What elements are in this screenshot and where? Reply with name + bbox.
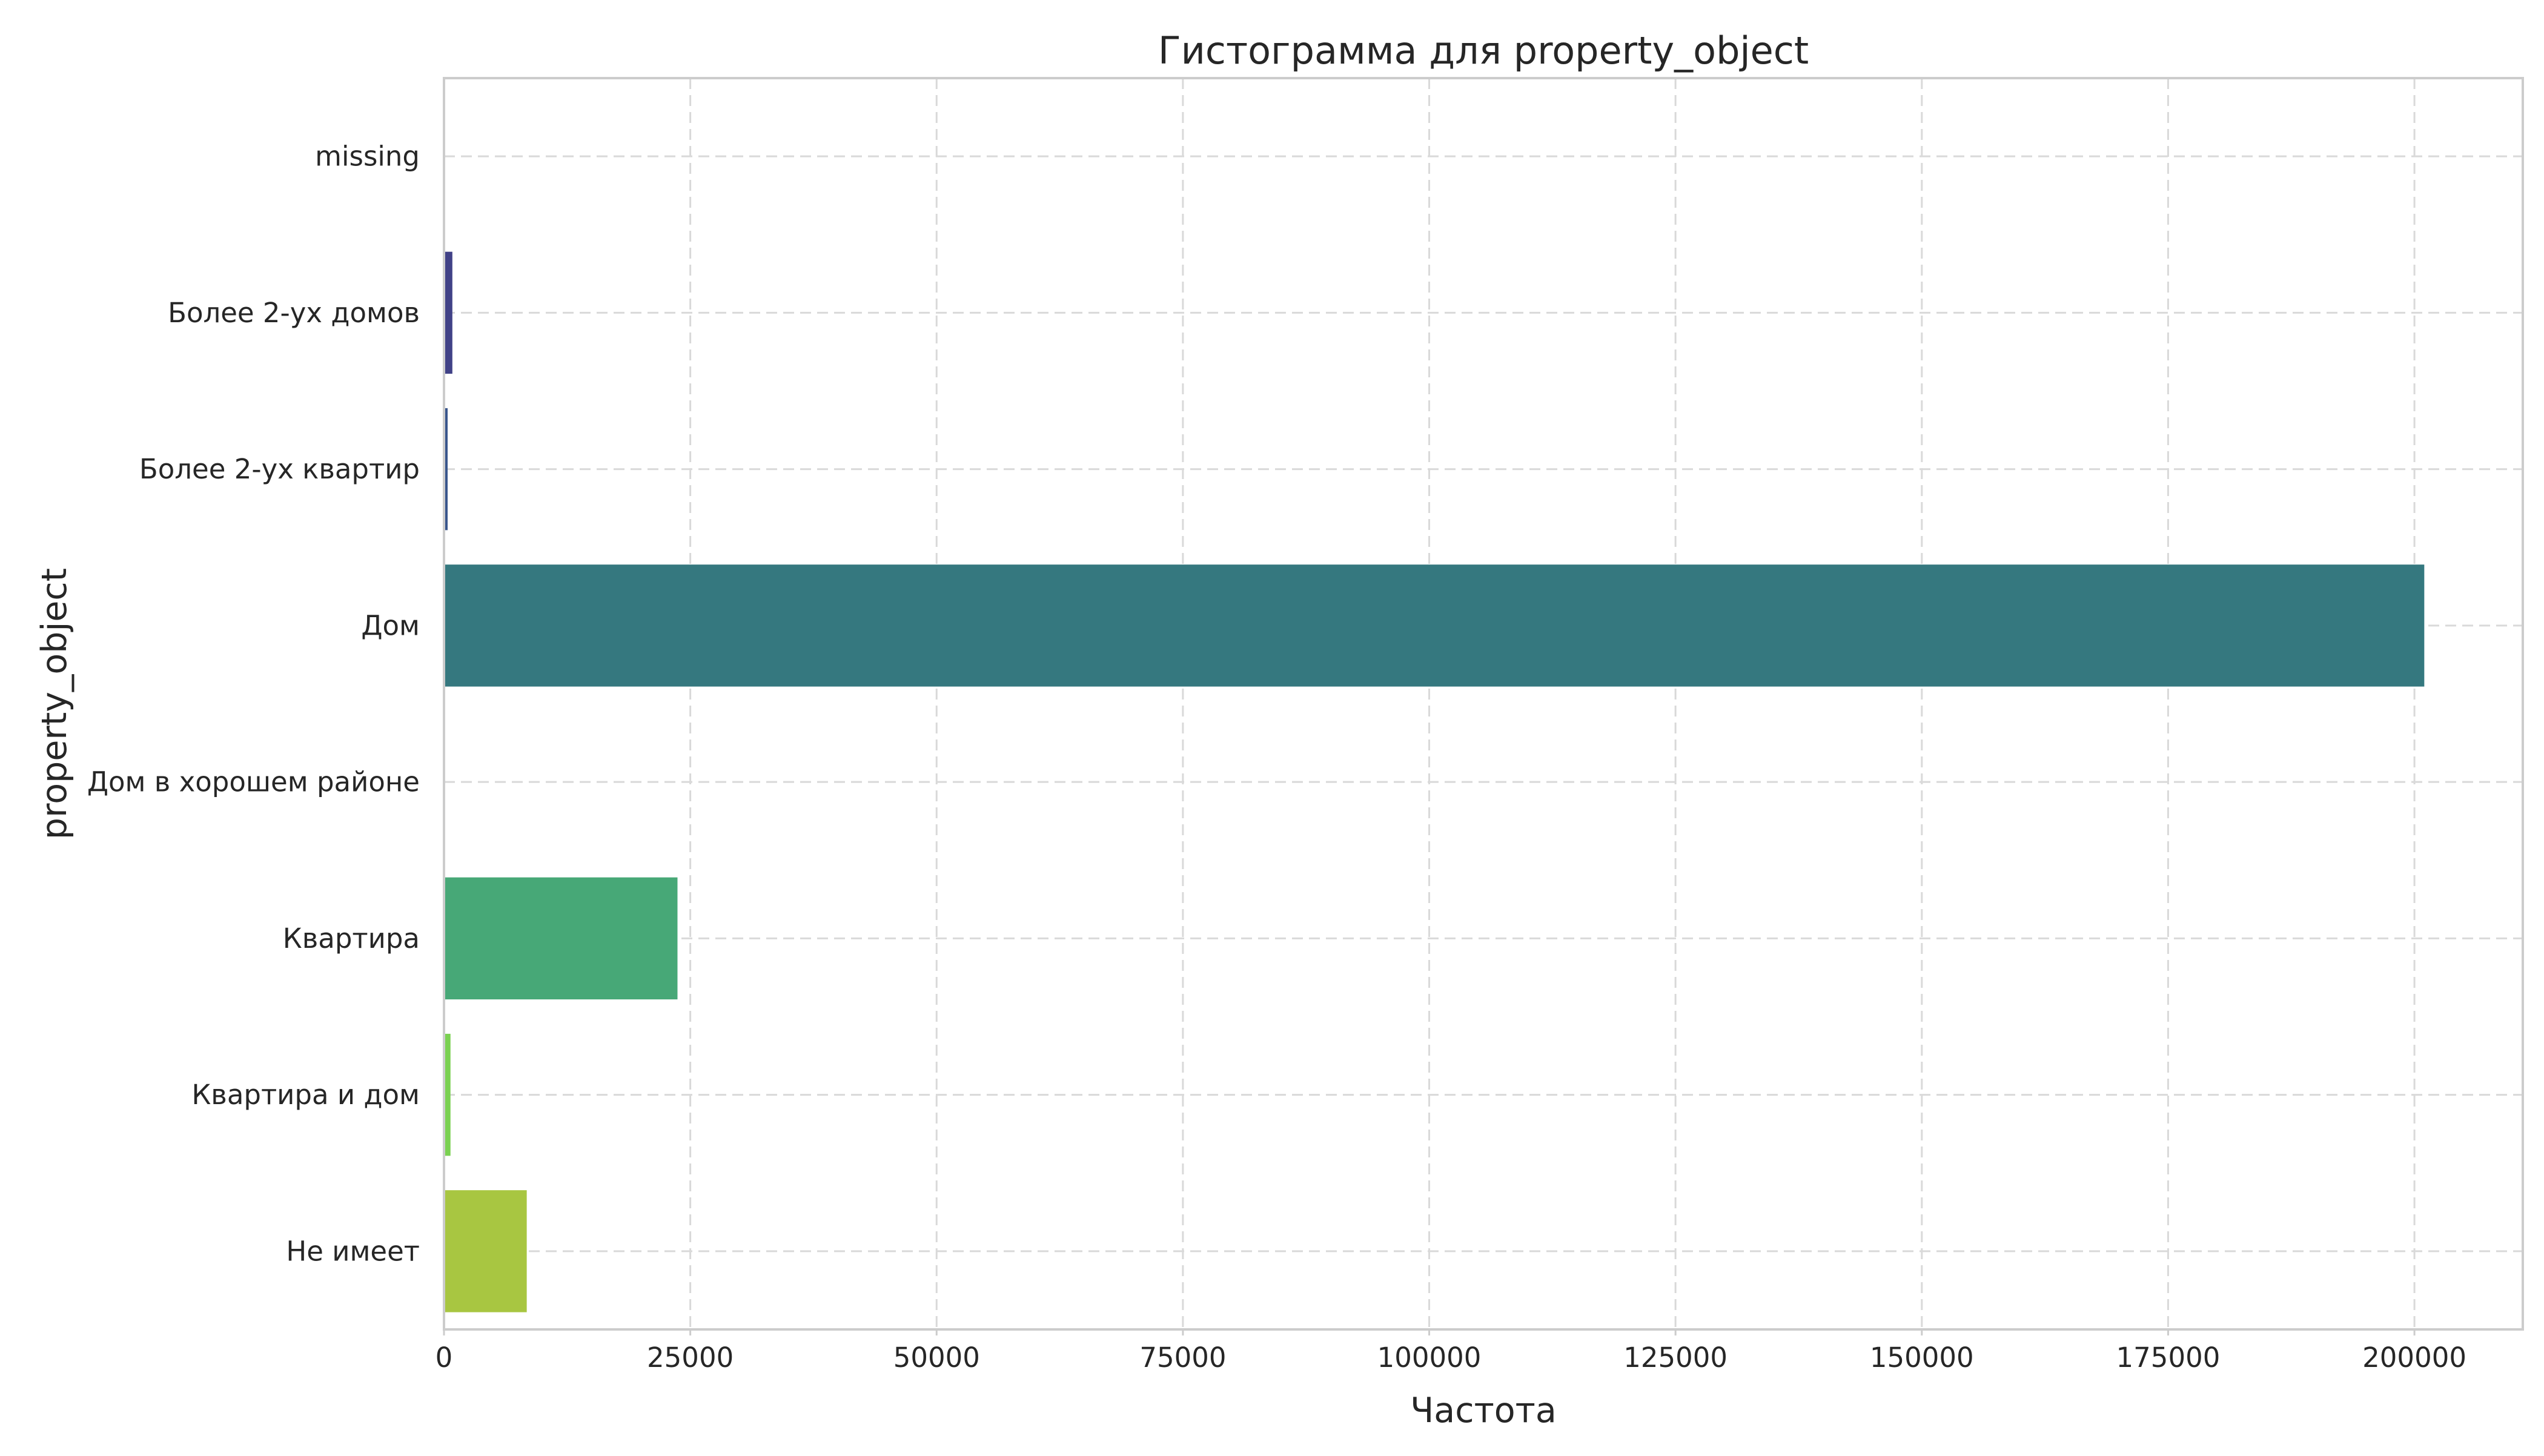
y-tick-label: Не имеет	[286, 1235, 420, 1267]
x-tick-label: 75000	[1139, 1342, 1226, 1374]
x-tick-label: 0	[436, 1342, 453, 1374]
x-tick-label: 125000	[1623, 1342, 1727, 1374]
bar-2	[444, 252, 452, 374]
y-tick-label: missing	[315, 141, 420, 173]
bar-4	[444, 564, 2424, 686]
grid-lines	[444, 78, 2523, 1329]
bar-6	[444, 878, 677, 999]
x-tick-label: 50000	[893, 1342, 980, 1374]
y-axis-label: property_object	[35, 568, 75, 839]
plot-frame	[444, 78, 2523, 1329]
y-tick-label: Квартира	[283, 922, 420, 955]
bar-8	[444, 1190, 527, 1312]
x-tick-label: 175000	[2116, 1342, 2221, 1374]
chart-title: Гистограмма для property_object	[1158, 28, 1809, 73]
x-tick-label: 200000	[2362, 1342, 2466, 1374]
y-tick-label: Квартира и дом	[191, 1079, 420, 1111]
y-tick-label: Более 2-ух квартир	[139, 453, 420, 485]
bars	[444, 95, 2424, 1312]
y-tick-label: Дом	[361, 609, 420, 641]
y-tick-label: Дом в хорошем районе	[87, 766, 420, 798]
x-axis-label: Частота	[1410, 1391, 1557, 1431]
x-tick-label: 100000	[1377, 1342, 1482, 1374]
y-tick-label: Более 2-ух домов	[168, 297, 420, 329]
x-tick-label: 150000	[1870, 1342, 1974, 1374]
x-tick-label: 25000	[647, 1342, 734, 1374]
